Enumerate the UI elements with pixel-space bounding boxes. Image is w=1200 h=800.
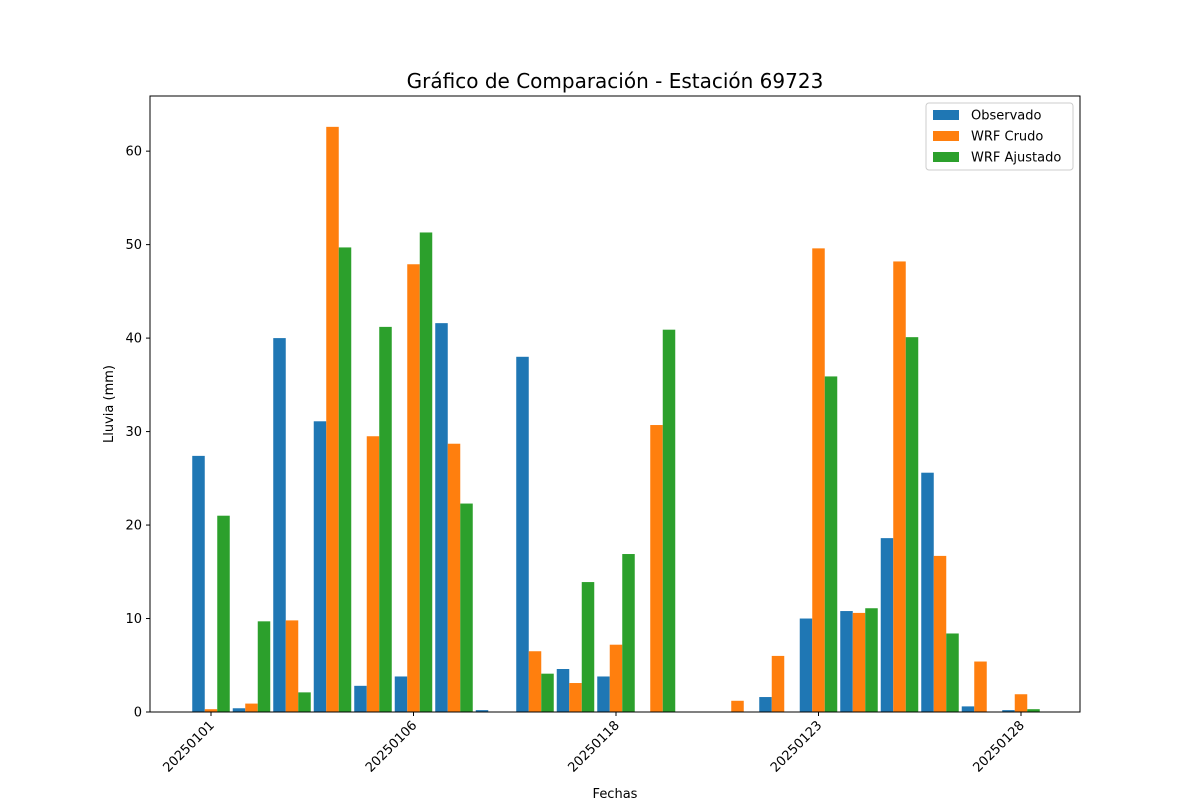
bar-wrf-crudo-10 <box>609 644 623 712</box>
legend-frame <box>925 102 1074 171</box>
bar-wrf-ajustado-2 <box>298 692 311 712</box>
y-tick-label: 60 <box>125 145 142 160</box>
x-tick-label: 20250106 <box>363 718 420 775</box>
bar-wrf-crudo-8 <box>528 651 542 712</box>
bar-wrf-ajustado-1 <box>257 621 271 712</box>
bar-wrf-crudo-9 <box>569 683 582 712</box>
bar-wrf-ajustado-15 <box>824 376 838 712</box>
y-tick-label: 30 <box>125 425 142 440</box>
legend-label-wrf-ajustado: WRF Ajustado <box>971 151 1061 166</box>
bar-observado-9 <box>556 669 570 712</box>
bar-observado-7 <box>475 710 489 712</box>
bar-observado-15 <box>799 618 813 712</box>
bar-observado-6 <box>435 323 448 712</box>
bar-wrf-crudo-4 <box>366 436 380 712</box>
bar-observado-16 <box>840 611 853 712</box>
bar-wrf-crudo-16 <box>852 612 866 712</box>
bar-wrf-crudo-18 <box>933 555 947 712</box>
bar-observado-18 <box>921 472 934 712</box>
legend-swatch-wrf-ajustado <box>933 152 959 162</box>
legend-swatch-wrf-crudo <box>933 131 959 141</box>
bar-wrf-ajustado-17 <box>905 337 919 712</box>
x-tick-label: 20250101 <box>160 718 217 775</box>
y-axis-label: Lluvia (mm) <box>102 365 117 443</box>
x-axis: 20250101 20250106 20250118 20250123 20250128 <box>160 712 1028 776</box>
y-tick-label: 10 <box>125 612 142 627</box>
x-tick-label: 20250123 <box>768 718 825 775</box>
legend-label-wrf-crudo: WRF Crudo <box>971 130 1043 145</box>
bar-wrf-crudo-15 <box>812 248 825 712</box>
bar-wrf-ajustado-6 <box>460 503 473 712</box>
bar-wrf-ajustado-8 <box>541 673 554 712</box>
y-tick-label: 50 <box>125 238 142 253</box>
bar-wrf-ajustado-16 <box>865 608 878 712</box>
bar-wrf-crudo-13 <box>731 700 744 712</box>
bar-observado-0 <box>192 455 205 712</box>
bar-observado-17 <box>880 538 894 712</box>
chart-title: Gráfico de Comparación - Estación 69723 <box>407 69 824 93</box>
bar-wrf-crudo-3 <box>326 126 339 712</box>
bar-wrf-ajustado-9 <box>581 582 595 712</box>
bars-group <box>192 126 1040 712</box>
bar-observado-8 <box>516 356 529 712</box>
bar-wrf-crudo-5 <box>407 264 420 712</box>
bar-wrf-ajustado-4 <box>379 326 392 712</box>
bar-observado-20 <box>1002 710 1015 712</box>
bar-observado-5 <box>394 676 408 712</box>
plot-frame <box>149 95 1081 713</box>
bar-observado-14 <box>759 697 772 712</box>
bar-wrf-crudo-1 <box>245 703 258 712</box>
x-axis-label: Fechas <box>593 787 638 800</box>
x-tick-label: 20250128 <box>970 718 1027 775</box>
bar-wrf-ajustado-3 <box>338 247 352 712</box>
bar-wrf-crudo-17 <box>893 261 906 712</box>
bar-wrf-ajustado-5 <box>419 232 433 712</box>
bar-observado-4 <box>354 685 367 712</box>
legend: Observado WRF Crudo WRF Ajustado <box>925 102 1074 171</box>
bar-wrf-ajustado-10 <box>622 554 635 712</box>
bar-wrf-ajustado-0 <box>217 515 230 712</box>
y-tick-label: 0 <box>134 706 142 721</box>
bar-wrf-crudo-14 <box>771 655 785 712</box>
bar-wrf-crudo-19 <box>974 661 987 712</box>
y-tick-label: 40 <box>125 332 142 347</box>
x-tick-label: 20250118 <box>565 718 622 775</box>
bar-wrf-ajustado-18 <box>946 633 959 712</box>
bar-observado-19 <box>961 706 975 712</box>
bar-wrf-crudo-2 <box>285 620 299 712</box>
bar-wrf-crudo-11 <box>650 425 663 712</box>
bar-wrf-ajustado-11 <box>662 329 676 712</box>
bar-observado-1 <box>232 708 246 712</box>
bar-observado-3 <box>313 421 327 712</box>
legend-label-observado: Observado <box>971 109 1042 124</box>
y-axis: 0 10 20 30 40 50 60 <box>125 145 150 721</box>
bar-wrf-ajustado-20 <box>1027 709 1040 712</box>
bar-wrf-crudo-6 <box>447 443 461 712</box>
bar-wrf-crudo-20 <box>1014 694 1028 712</box>
y-tick-label: 20 <box>125 519 142 534</box>
bar-observado-2 <box>273 338 286 712</box>
legend-swatch-observado <box>933 110 959 120</box>
bar-wrf-crudo-0 <box>204 709 218 712</box>
bar-observado-10 <box>597 676 610 712</box>
